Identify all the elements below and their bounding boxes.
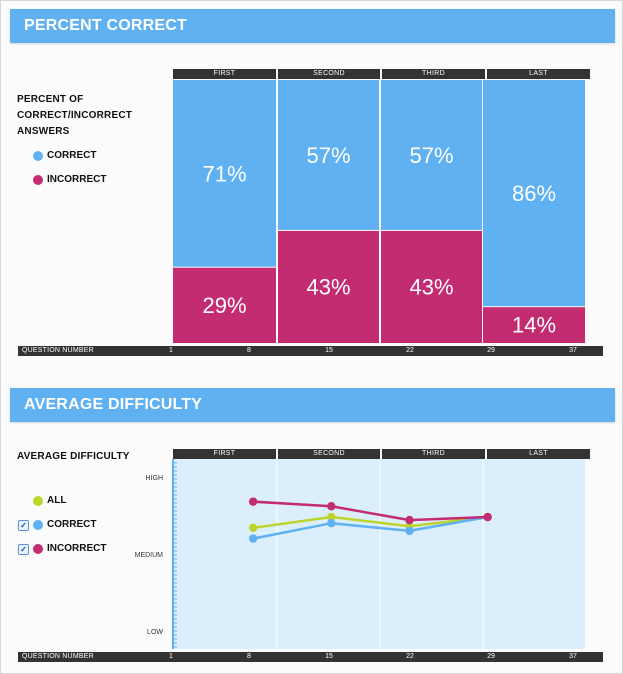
line-correct[interactable]	[252, 515, 488, 540]
axis-tick: 8	[247, 347, 251, 354]
bar-incorrect-second[interactable]	[278, 230, 379, 343]
percent-side-title: PERCENT OF CORRECT/INCORRECT ANSWERS	[17, 94, 133, 137]
correct-checkbox[interactable]: ✓	[18, 520, 29, 531]
axis-tick: 15	[325, 347, 333, 354]
label-incorrect-third: 43%	[409, 274, 453, 299]
phase-second-header: SECOND	[278, 69, 380, 79]
legend-incorrect-label: INCORRECT	[47, 174, 107, 185]
difficulty-line-chart: LOW MEDIUM HIGH	[135, 459, 585, 649]
difficulty-side-title: AVERAGE DIFFICULTY	[17, 451, 130, 462]
plot-background	[173, 459, 585, 649]
point-incorrect-first[interactable]	[248, 497, 258, 506]
point-incorrect-last[interactable]	[483, 512, 492, 522]
percent-correct-title: PERCENT CORRECT	[24, 17, 188, 34]
axis-tick: 37	[569, 347, 577, 354]
label-incorrect-first: 29%	[202, 293, 246, 318]
bar-correct-last[interactable]	[483, 80, 585, 307]
line-all[interactable]	[252, 515, 488, 530]
phase-first-header: FIRST	[173, 449, 276, 459]
label-correct-first: 71%	[202, 161, 246, 186]
phase-third-header: THIRD	[382, 449, 485, 459]
average-difficulty-title: AVERAGE DIFFICULTY	[24, 396, 203, 413]
incorrect-dot-icon	[33, 175, 43, 185]
incorrect-dot-icon	[33, 544, 43, 554]
line-incorrect[interactable]	[253, 500, 488, 522]
point-all-first[interactable]	[248, 523, 258, 533]
question-number-label: QUESTION NUMBER	[22, 653, 94, 660]
axis-tick: 8	[247, 653, 251, 660]
bar-correct-second[interactable]	[278, 80, 379, 230]
y-label-medium: MEDIUM	[135, 552, 164, 559]
label-correct-second: 57%	[306, 143, 350, 168]
correct-dot-icon	[33, 520, 43, 530]
bar-correct-first[interactable]	[173, 80, 276, 267]
point-correct-third[interactable]	[405, 526, 414, 536]
percent-mosaic-chart: 71% 29% 57% 43% 57% 43% 86% 14%	[173, 80, 585, 343]
axis-tick: 1	[169, 653, 173, 660]
axis-tick: 37	[569, 653, 577, 660]
legend-correct-label: CORRECT	[47, 150, 97, 161]
axis-tick: 29	[487, 347, 495, 354]
point-correct-first[interactable]	[248, 534, 258, 543]
phase-second-header: SECOND	[278, 449, 380, 459]
correct-dot-icon	[33, 151, 43, 161]
y-label-high: HIGH	[146, 475, 164, 482]
legend-incorrect-label: INCORRECT	[47, 543, 107, 554]
incorrect-checkbox[interactable]: ✓	[18, 544, 29, 555]
label-correct-third: 57%	[409, 143, 453, 168]
point-correct-second[interactable]	[327, 519, 336, 528]
bar-correct-third[interactable]	[381, 80, 482, 230]
point-incorrect-second[interactable]	[327, 502, 336, 511]
bar-incorrect-last[interactable]	[483, 307, 585, 343]
question-axis-bar-1: QUESTION NUMBER 1 8 15 22 29 37	[18, 346, 603, 356]
legend-all-label: ALL	[47, 495, 67, 506]
all-dot-icon	[33, 496, 43, 506]
phase-last-header: LAST	[487, 69, 590, 79]
legend-correct-label: CORRECT	[47, 519, 97, 530]
bar-incorrect-third[interactable]	[381, 230, 482, 343]
axis-tick: 22	[406, 653, 414, 660]
label-incorrect-last: 14%	[512, 313, 556, 338]
point-incorrect-third[interactable]	[405, 515, 414, 525]
label-correct-last: 86%	[512, 181, 556, 206]
bar-incorrect-first[interactable]	[173, 267, 276, 343]
average-difficulty-header: AVERAGE DIFFICULTY	[10, 388, 615, 422]
label-incorrect-second: 43%	[306, 274, 350, 299]
phase-last-header: LAST	[487, 449, 590, 459]
question-axis-bar-2: QUESTION NUMBER 1 8 15 22 29 37	[18, 652, 603, 662]
axis-tick: 22	[406, 347, 414, 354]
question-number-label: QUESTION NUMBER	[22, 347, 94, 354]
axis-tick: 15	[325, 653, 333, 660]
phase-first-header: FIRST	[173, 69, 276, 79]
axis-tick: 29	[487, 653, 495, 660]
point-all-second[interactable]	[327, 512, 336, 522]
y-label-low: LOW	[147, 629, 163, 636]
percent-correct-header: PERCENT CORRECT	[10, 9, 615, 43]
phase-third-header: THIRD	[382, 69, 485, 79]
axis-tick: 1	[169, 347, 173, 354]
